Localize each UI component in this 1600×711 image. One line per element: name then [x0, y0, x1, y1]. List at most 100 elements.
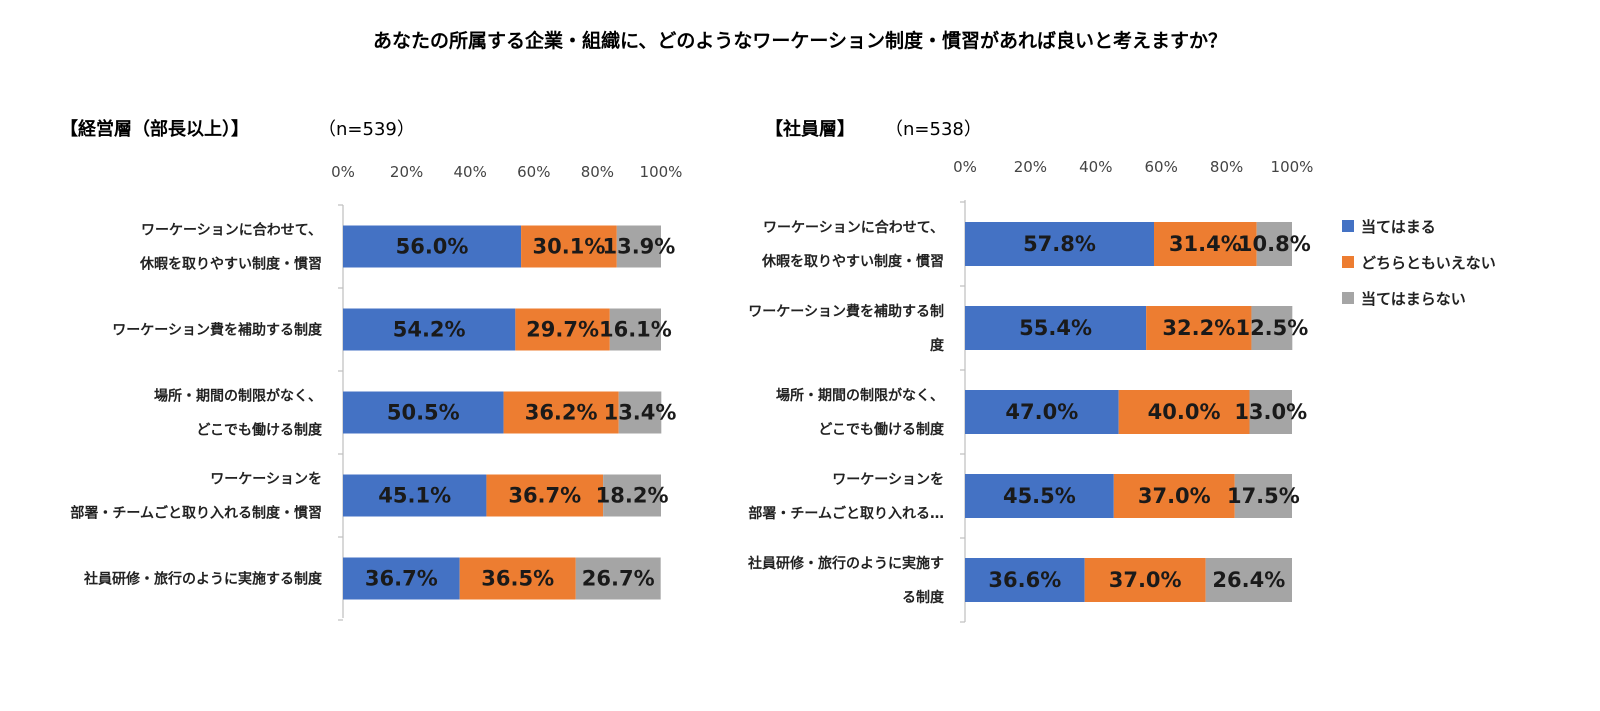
data-label: 47.0% — [1005, 400, 1078, 424]
bar-segment-agree — [965, 474, 1114, 518]
category-label: る制度 — [902, 589, 945, 606]
bar-segment-neutral — [459, 557, 576, 600]
bar-segment-disagree — [616, 225, 661, 268]
bar-segment-neutral — [503, 391, 619, 434]
x-tick-label: 100% — [640, 163, 683, 181]
category-label: ワーケーション費を補助する制 — [748, 303, 944, 320]
data-label: 54.2% — [393, 318, 466, 342]
data-label: 12.5% — [1235, 316, 1308, 340]
data-label: 30.1% — [533, 235, 606, 259]
legend-swatch-agree — [1342, 220, 1354, 232]
bar-segment-disagree — [618, 391, 662, 434]
bar-segment-agree — [965, 306, 1147, 350]
bar-segment-agree — [343, 225, 522, 268]
legend-swatch-disagree — [1342, 292, 1354, 304]
data-label: 50.5% — [387, 401, 460, 425]
x-tick-label: 0% — [953, 158, 977, 176]
x-tick-label: 60% — [1145, 158, 1178, 176]
panel-heading-employees: 【社員層】 — [765, 118, 855, 140]
data-label: 16.1% — [599, 318, 672, 342]
category-label: 場所・期間の制限がなく、 — [154, 388, 322, 405]
data-label: 36.6% — [988, 568, 1061, 592]
legend-label-disagree: 当てはまらない — [1361, 290, 1466, 308]
chart-panel-management: 0% 20% 40% 60% 80% 100% ワーケーションに合わせて、休暇を取りやすい制… — [70, 163, 683, 621]
bar-segment-agree — [965, 390, 1119, 434]
data-label: 56.0% — [396, 235, 469, 259]
x-tick-label: 40% — [1079, 158, 1112, 176]
data-label: 10.8% — [1238, 232, 1311, 256]
data-label: 13.0% — [1234, 400, 1307, 424]
x-tick-label: 20% — [1014, 158, 1047, 176]
category-label: 社員研修・旅行のように実施する制度 — [83, 571, 323, 588]
bar-segment-disagree — [1234, 474, 1292, 518]
x-tick-label: 60% — [517, 163, 550, 181]
bar-segment-neutral — [515, 308, 610, 351]
bar-segment-disagree — [603, 474, 661, 517]
data-label: 32.2% — [1162, 316, 1235, 340]
panel-heading-management: 【経営層（部長以上）】 — [60, 118, 249, 140]
bar-segment-neutral — [1146, 306, 1252, 350]
bar-segment-disagree — [1251, 306, 1293, 350]
bar-segment-neutral — [1084, 558, 1206, 602]
category-label: どこでも働ける制度 — [818, 421, 945, 438]
data-label: 13.4% — [604, 401, 677, 425]
legend-swatch-neutral — [1342, 256, 1354, 268]
category-label: 休暇を取りやすい制度・慣習 — [139, 256, 322, 273]
x-tick-label: 80% — [581, 163, 614, 181]
bar-segment-disagree — [609, 308, 661, 351]
data-label: 36.7% — [365, 567, 438, 591]
data-label: 18.2% — [596, 484, 669, 508]
category-label: どこでも働ける制度 — [196, 422, 323, 439]
x-tick-label: 0% — [331, 163, 355, 181]
bar-segment-disagree — [1205, 558, 1292, 602]
bar-segment-neutral — [1118, 390, 1250, 434]
category-label: 部署・チームごと取り入れる… — [748, 505, 944, 522]
bar-segment-neutral — [1113, 474, 1235, 518]
bar-segment-disagree — [1256, 222, 1292, 266]
data-label: 37.0% — [1109, 568, 1182, 592]
data-label: 40.0% — [1148, 400, 1221, 424]
category-label: ワーケーション費を補助する制度 — [112, 322, 323, 339]
category-label: 場所・期間の制限がなく、 — [776, 387, 944, 404]
category-label: 部署・チームごと取り入れる制度・慣習 — [70, 505, 322, 522]
chart-panel-employees: 0% 20% 40% 60% 80% 100% ワーケーションに合わせて、休暇を取りやすい制… — [747, 158, 1314, 623]
bar-segment-agree — [343, 557, 460, 600]
category-label: 度 — [930, 337, 945, 354]
bar-segment-disagree — [575, 557, 661, 600]
data-label: 36.5% — [481, 567, 554, 591]
category-label: ワーケーションに合わせて、 — [141, 222, 322, 239]
data-label: 36.2% — [525, 401, 598, 425]
x-tick-label: 40% — [454, 163, 487, 181]
data-label: 26.7% — [582, 567, 655, 591]
data-label: 37.0% — [1138, 484, 1211, 508]
bar-segment-neutral — [486, 474, 604, 517]
data-label: 55.4% — [1019, 316, 1092, 340]
data-label: 31.4% — [1169, 232, 1242, 256]
panel-n-management: （n=539） — [318, 119, 415, 140]
legend-label-neutral: どちらともいえない — [1361, 254, 1496, 272]
category-label: ワーケーションに合わせて、 — [763, 219, 944, 236]
data-label: 29.7% — [526, 318, 599, 342]
bar-segment-disagree — [1249, 390, 1292, 434]
data-label: 57.8% — [1023, 232, 1096, 256]
x-tick-label: 80% — [1210, 158, 1243, 176]
data-label: 13.9% — [602, 235, 675, 259]
bar-segment-agree — [343, 391, 504, 434]
category-label: 社員研修・旅行のように実施す — [747, 555, 944, 572]
data-label: 45.5% — [1003, 484, 1076, 508]
bar-segment-agree — [965, 222, 1155, 266]
data-label: 36.7% — [508, 484, 581, 508]
legend-label-agree: 当てはまる — [1361, 218, 1436, 236]
category-label: 休暇を取りやすい制度・慣習 — [761, 253, 944, 270]
x-tick-label: 100% — [1271, 158, 1314, 176]
data-label: 26.4% — [1212, 568, 1285, 592]
bar-segment-agree — [343, 474, 487, 517]
bar-segment-agree — [343, 308, 516, 351]
chart-title: あなたの所属する企業・組織に、どのようなワーケーション制度・慣習があれば良いと考… — [373, 29, 1227, 52]
x-tick-label: 20% — [390, 163, 423, 181]
data-label: 45.1% — [378, 484, 451, 508]
bar-segment-neutral — [1154, 222, 1257, 266]
